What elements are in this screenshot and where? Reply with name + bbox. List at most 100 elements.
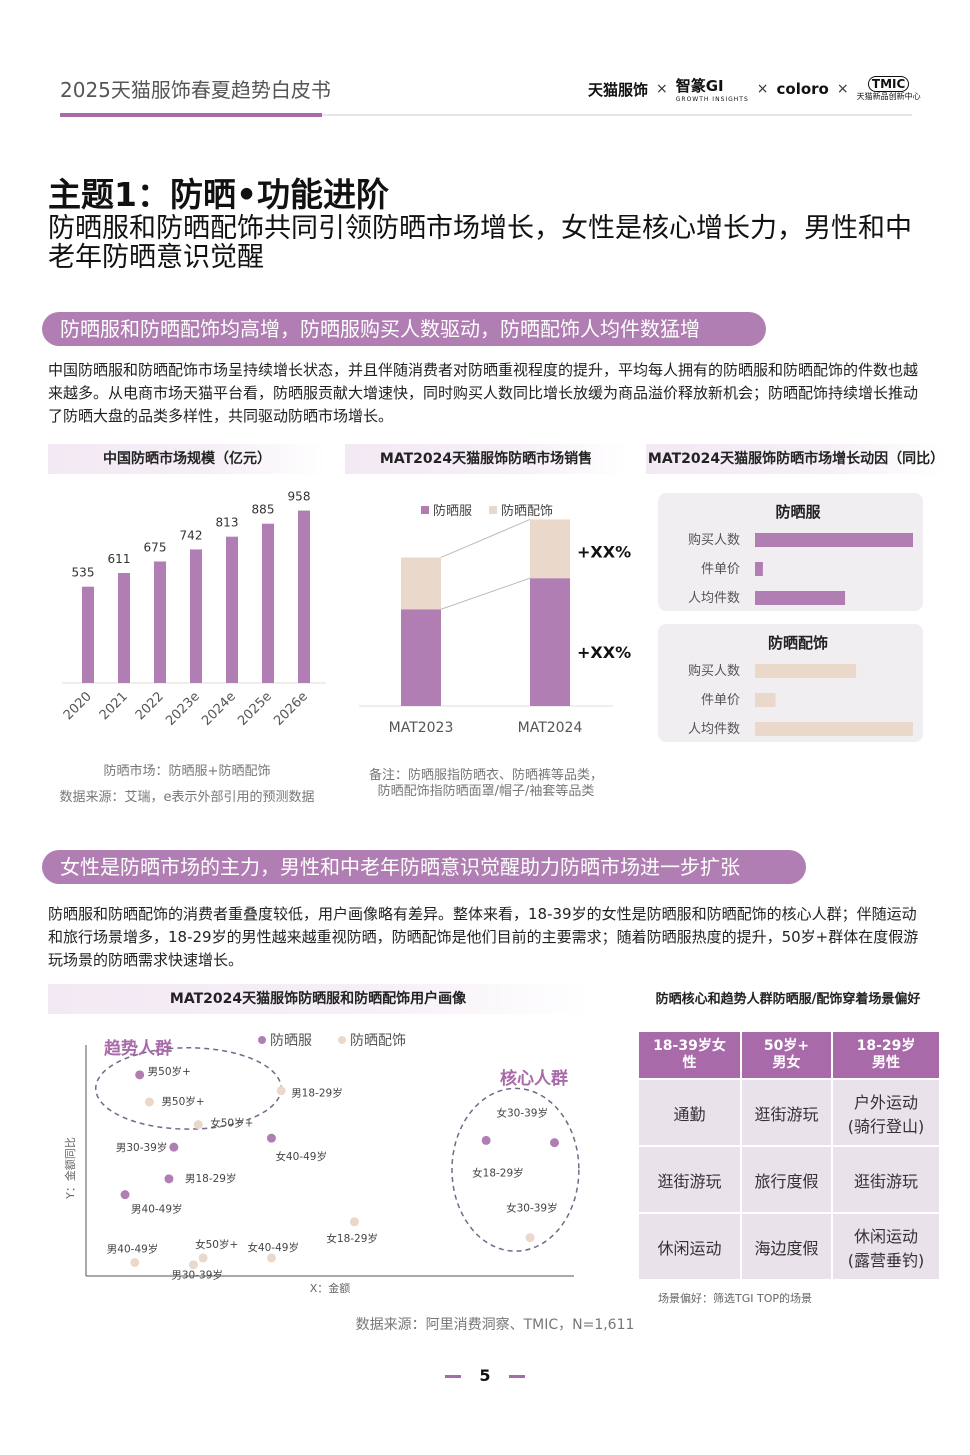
scatter-point (198, 1253, 208, 1263)
bar-2023e (190, 549, 202, 683)
tmic-logo-text: TMIC (867, 75, 910, 92)
driver-bar-防晒配饰-人均件数 (755, 722, 913, 736)
scatter-point (135, 1070, 145, 1080)
data-label: 611 (108, 552, 131, 566)
document-title: 2025天猫服饰春夏趋势白皮书 (60, 78, 331, 102)
scatter-point (120, 1190, 130, 1200)
table-cell: 休闲运动 (露营垂钓) (831, 1212, 941, 1281)
table-cell: 户外运动 (骑行登山) (831, 1078, 941, 1147)
group-label: 趋势人群 (104, 1038, 172, 1059)
point-label: 女50岁+ (210, 1117, 253, 1130)
legend-dot (338, 1036, 346, 1044)
theme-title: 主题1：防晒•功能进阶 (48, 175, 390, 214)
scatter-point (481, 1135, 491, 1145)
point-label: 男40-49岁 (107, 1242, 159, 1255)
drivers-chart-title: MAT2024天猫服饰防晒市场增长动因（同比） (646, 444, 946, 474)
data-label: 535 (72, 566, 95, 580)
x-tick-label: 2023e (163, 689, 203, 729)
bar-2024e (226, 536, 238, 683)
connector-line (440, 518, 531, 558)
legend-label: 防晒配饰 (350, 1033, 406, 1049)
data-label: 885 (252, 503, 275, 517)
legend-swatch (489, 506, 497, 514)
partner-logos: 天猫服饰 × 智篆GI GROWTH INSIGHTS × coloro × TM… (588, 72, 921, 106)
table-cell: 通勤 (637, 1078, 742, 1147)
data-label: 742 (180, 528, 203, 542)
table-row: 休闲运动 海边度假 休闲运动 (露营垂钓) (637, 1212, 941, 1281)
market-size-chart-title: 中国防晒市场规模（亿元） (48, 444, 326, 474)
section2-paragraph: 防晒服和防晒配饰的消费者重叠度较低，用户画像略有差异。整体来看，18-39岁的女… (48, 905, 919, 969)
scatter-point (164, 1174, 174, 1184)
driver-bar-防晒配饰-件单价 (755, 693, 776, 707)
point-label: 女40-49岁 (275, 1150, 327, 1163)
driver-bar-防晒配饰-购买人数 (755, 664, 857, 678)
driver-bar-防晒服-人均件数 (755, 591, 846, 605)
sales-chart-note2: 防晒配饰指防晒面罩/帽子/袖套等品类 (377, 784, 595, 799)
scatter-point (276, 1086, 286, 1096)
persona-chart-source: 数据来源：阿里消费洞察、TMIC，N=1,611 (355, 1317, 635, 1333)
legend-label: 防晒服 (270, 1033, 312, 1049)
point-label: 女40-49岁 (247, 1241, 299, 1254)
logo-separator: × (756, 81, 769, 97)
scatter-point (266, 1253, 276, 1263)
scene-table-title: 防晒核心和趋势人群防晒服/配饰穿着场景偏好 (655, 992, 921, 1007)
point-label: 女30-39岁 (496, 1107, 548, 1120)
bar-MAT2024-防晒服 (530, 578, 570, 706)
driver-label: 件单价 (701, 562, 740, 577)
bar-MAT2024-防晒配饰 (530, 519, 570, 579)
section2-heading: 女性是防晒市场的主力，男性和中老年防晒意识觉醒助力防晒市场进一步扩张 (42, 850, 806, 884)
table-cell: 逛街游玩 (739, 1078, 834, 1147)
x-tick-label: 2022 (133, 689, 167, 723)
zhizhuan-logo-sub: GROWTH INSIGHTS (675, 96, 749, 103)
theme-subtitle: 防晒服和防晒配饰共同引领防晒市场增长，女性是核心增长力，男性和中老年防晒意识觉醒 (48, 213, 912, 273)
table-cell: 逛街游玩 (831, 1145, 941, 1214)
group-ellipse (451, 1087, 580, 1252)
bar-2022 (154, 561, 166, 683)
group-label: 核心人群 (500, 1068, 568, 1089)
scatter-point (144, 1097, 154, 1107)
driver-bar-防晒服-件单价 (755, 562, 763, 576)
table-cell: 海边度假 (739, 1212, 834, 1281)
x-tick-label: 2020 (61, 689, 95, 723)
driver-label: 购买人数 (688, 663, 740, 679)
table-row: 通勤 逛街游玩 户外运动 (骑行登山) (637, 1078, 941, 1147)
point-label: 男50岁+ (161, 1095, 204, 1108)
tmic-logo-sub: 天猫新品创新中心 (856, 91, 921, 101)
scatter-point (193, 1120, 203, 1130)
scatter-point (349, 1217, 359, 1227)
x-tick-label: MAT2023 (389, 720, 454, 736)
driver-label: 购买人数 (688, 532, 740, 548)
page-number: 5 (0, 1366, 970, 1385)
tmall-fashion-logo: 天猫服饰 (588, 80, 649, 99)
persona-chart-title: MAT2024天猫服饰防晒服和防晒配饰用户画像 (48, 984, 588, 1014)
point-label: 女18-29岁 (326, 1232, 378, 1245)
driver-label: 人均件数 (688, 722, 740, 737)
scatter-point (266, 1133, 276, 1143)
driver-label: 人均件数 (688, 591, 740, 606)
section1-heading: 防晒服和防晒配饰均高增，防晒服购买人数驱动，防晒配饰人均件数猛增 (42, 312, 766, 346)
scatter-point (130, 1257, 140, 1267)
coloro-logo: coloro (776, 80, 829, 98)
scene-preference-table: 18-39岁女性 50岁+ 男女 18-29岁 男性 通勤 逛街游玩 户外运动 (骑行登山) 逛… (637, 1030, 941, 1281)
data-label: 958 (288, 490, 311, 504)
table-cell: 休闲运动 (637, 1212, 742, 1281)
header-divider (60, 114, 912, 116)
bar-2025e (262, 523, 274, 683)
market-size-source: 数据来源：艾瑞，e表示外部引用的预测数据 (59, 790, 315, 805)
legend-label: 防晒配饰 (501, 503, 553, 519)
scatter-point (169, 1142, 179, 1152)
point-label: 男18-29岁 (185, 1172, 237, 1185)
sales-chart: 防晒服 防晒配饰 MAT2023 MAT2024 +XX% +XX% (359, 503, 631, 736)
table-cell: 旅行度假 (739, 1145, 834, 1214)
y-axis-label: Y：金额同比 (63, 1137, 77, 1200)
scatter-point (188, 1260, 198, 1270)
scatter-point (525, 1233, 535, 1243)
scene-header-1: 50岁+ 男女 (739, 1030, 834, 1080)
bar-MAT2023-防晒配饰 (401, 557, 441, 610)
zhizhuan-logo-text: 智篆GI (675, 77, 724, 95)
tmic-logo: TMIC 天猫新品创新中心 (856, 75, 921, 102)
driver-bar-防晒服-购买人数 (755, 533, 913, 547)
x-tick-label: 2026e (271, 689, 311, 729)
